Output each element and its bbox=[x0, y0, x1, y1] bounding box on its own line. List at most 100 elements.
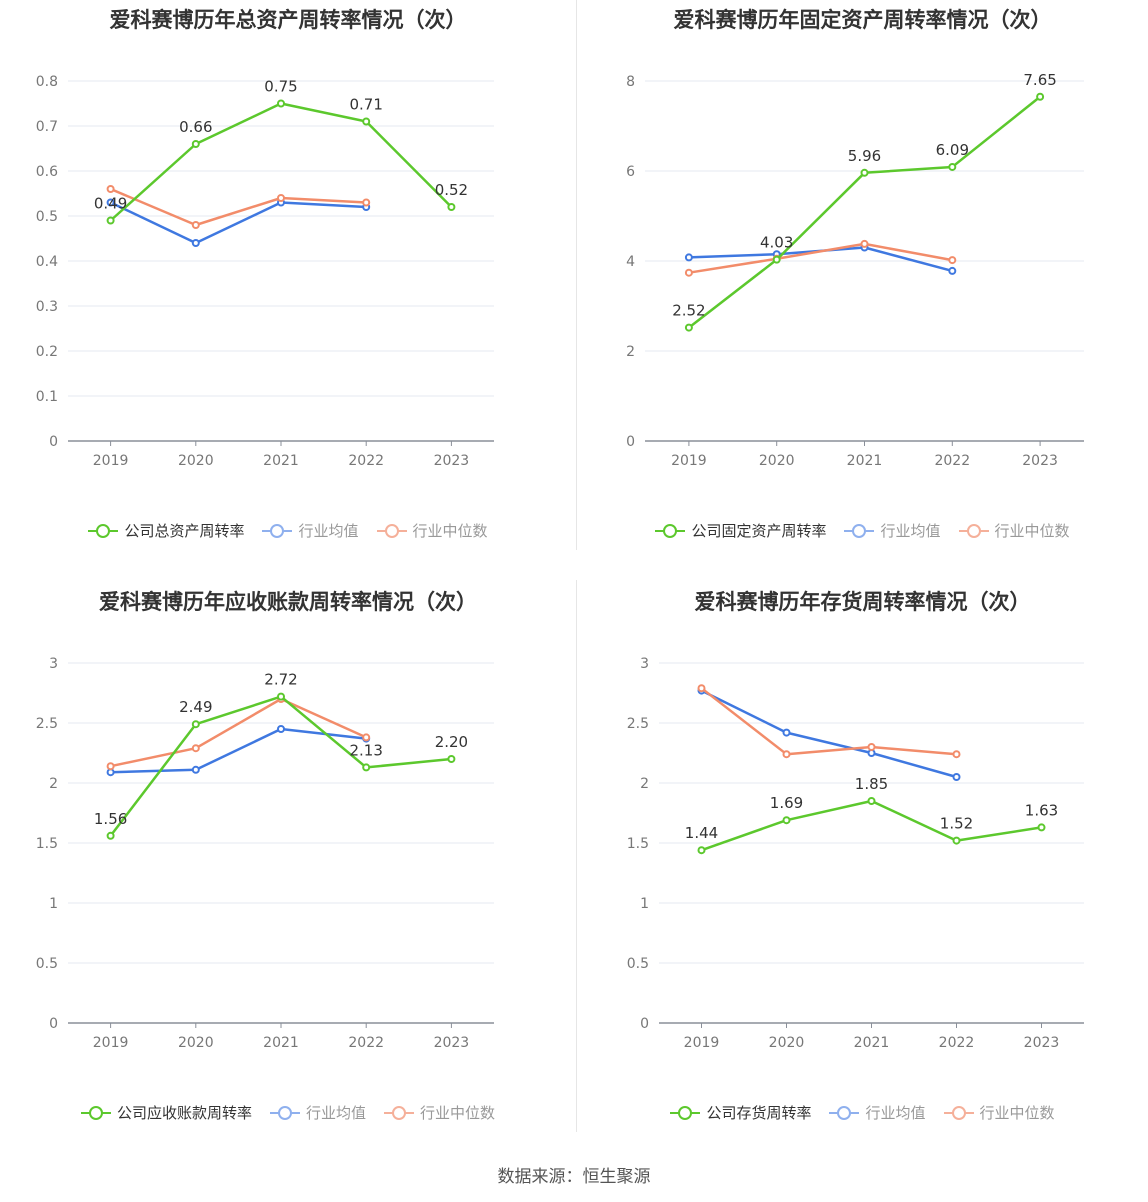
y-tick-label: 0.5 bbox=[36, 209, 58, 225]
x-tick-label: 2023 bbox=[1024, 1035, 1060, 1051]
industry-average-series-point bbox=[277, 725, 285, 733]
company-series-point bbox=[867, 797, 876, 805]
legend-item-industry-average[interactable]: 行业均值 bbox=[829, 1102, 926, 1123]
industry-median-series-point bbox=[952, 750, 961, 759]
chart-legend: 公司固定资产周转率 行业均值 行业中位数 bbox=[577, 520, 1148, 541]
x-tick-label: 2021 bbox=[854, 1035, 890, 1051]
legend-label: 公司总资产周转率 bbox=[124, 522, 245, 540]
industry-median-series-point bbox=[362, 198, 371, 207]
chart-panel-inventory-turnover: 爱科赛博历年存货周转率情况（次） 0 0.5 1 1.5 2 2.5 3 2019 2020 20… bbox=[577, 582, 1148, 1142]
data-label: 4.03 bbox=[760, 234, 793, 252]
industry-median-series-line bbox=[688, 242, 953, 274]
company-series-point bbox=[684, 323, 693, 332]
legend-label: 公司存货周转率 bbox=[706, 1104, 812, 1122]
legend-item-industry-median[interactable]: 行业中位数 bbox=[958, 520, 1070, 541]
data-label: 5.96 bbox=[848, 147, 881, 165]
industry-median-series-point bbox=[782, 750, 791, 759]
company-series-point bbox=[1036, 92, 1045, 101]
industry-median-series-point bbox=[867, 743, 876, 751]
y-tick-label: 2.5 bbox=[627, 716, 649, 732]
y-tick-label: 1.5 bbox=[36, 836, 58, 852]
legend-marker-icon bbox=[670, 1105, 701, 1120]
line-chart: 0 2 4 6 8 2019 2020 2021 2022 2023 2.52 4.03 5.96 6.0… bbox=[626, 71, 1084, 469]
company-series-point bbox=[362, 117, 371, 126]
industry-average-series-point bbox=[782, 728, 791, 737]
data-label: 1.44 bbox=[685, 824, 718, 842]
chart-legend: 公司存货周转率 行业均值 行业中位数 bbox=[577, 1102, 1148, 1123]
company-series-point bbox=[782, 816, 791, 825]
data-label: 2.52 bbox=[672, 302, 705, 320]
legend-item-company[interactable]: 公司总资产周转率 bbox=[88, 520, 244, 541]
line-chart: 0 0.1 0.2 0.3 0.4 0.5 0.6 0.7 0.8 2019 2020 2021 202… bbox=[36, 74, 494, 469]
legend-item-company[interactable]: 公司固定资产周转率 bbox=[655, 520, 826, 541]
company-series-point bbox=[948, 162, 957, 171]
x-tick-label: 2019 bbox=[671, 453, 707, 469]
legend-label: 行业均值 bbox=[880, 522, 941, 540]
x-tick-label: 2022 bbox=[348, 1035, 384, 1051]
x-tick-label: 2021 bbox=[263, 1035, 299, 1051]
industry-median-series-point bbox=[948, 256, 957, 265]
y-tick-label: 0.5 bbox=[36, 956, 58, 972]
industry-median-series-point bbox=[191, 221, 200, 229]
legend-item-industry-average[interactable]: 行业均值 bbox=[269, 1102, 366, 1123]
legend-label: 行业中位数 bbox=[412, 522, 488, 540]
industry-median-series-point bbox=[106, 762, 115, 771]
company-series-point bbox=[952, 836, 961, 845]
x-tick-label: 2021 bbox=[263, 453, 299, 469]
company-series-point bbox=[191, 140, 200, 148]
legend-marker-icon bbox=[844, 523, 875, 538]
industry-average-series-point bbox=[191, 765, 200, 774]
data-label: 2.13 bbox=[349, 741, 382, 759]
legend-item-industry-median[interactable]: 行业中位数 bbox=[376, 520, 488, 541]
legend-item-industry-average[interactable]: 行业均值 bbox=[844, 520, 941, 541]
data-label: 0.52 bbox=[435, 181, 468, 199]
company-series-point bbox=[772, 255, 781, 264]
company-series-point bbox=[362, 763, 371, 772]
industry-median-series-line bbox=[110, 697, 367, 768]
legend-label: 行业均值 bbox=[298, 522, 359, 540]
x-tick-label: 2022 bbox=[934, 453, 970, 469]
y-tick-label: 0.5 bbox=[627, 956, 649, 972]
legend-marker-icon bbox=[829, 1105, 860, 1120]
data-label: 7.65 bbox=[1023, 71, 1056, 89]
company-series-line bbox=[688, 95, 1041, 329]
x-tick-label: 2019 bbox=[93, 1035, 129, 1051]
legend-item-industry-median[interactable]: 行业中位数 bbox=[943, 1102, 1055, 1123]
x-tick-label: 2020 bbox=[178, 453, 214, 469]
legend-label: 行业均值 bbox=[865, 1104, 926, 1122]
legend-item-company[interactable]: 公司应收账款周转率 bbox=[80, 1102, 252, 1123]
data-label: 1.56 bbox=[94, 810, 127, 828]
chart-panel-total-asset-turnover: 爱科赛博历年总资产周转率情况（次） 0 0.1 0.2 0.3 0.4 0.5 0.6 0.7… bbox=[0, 0, 576, 560]
data-label: 0.66 bbox=[179, 118, 212, 136]
legend-item-industry-average[interactable]: 行业均值 bbox=[262, 520, 359, 541]
company-series-point bbox=[447, 203, 456, 211]
industry-median-series-point bbox=[860, 239, 869, 248]
x-tick-label: 2023 bbox=[1022, 453, 1058, 469]
industry-average-series-point bbox=[684, 253, 693, 262]
legend-item-industry-median[interactable]: 行业中位数 bbox=[384, 1102, 495, 1123]
industry-median-series-point bbox=[697, 684, 706, 693]
legend-item-company[interactable]: 公司存货周转率 bbox=[670, 1102, 811, 1123]
y-tick-label: 0.2 bbox=[36, 344, 58, 360]
y-tick-label: 6 bbox=[626, 164, 635, 180]
industry-average-series-line bbox=[110, 727, 367, 774]
data-label: 0.71 bbox=[349, 96, 382, 114]
company-series-point bbox=[106, 216, 115, 225]
y-tick-label: 0.1 bbox=[36, 389, 58, 405]
chart-title: 爱科赛博历年存货周转率情况（次） bbox=[694, 590, 1031, 614]
x-tick-label: 2020 bbox=[759, 453, 795, 469]
y-tick-label: 3 bbox=[640, 656, 649, 672]
legend-label: 行业均值 bbox=[305, 1104, 366, 1122]
y-tick-label: 0.7 bbox=[36, 119, 58, 135]
y-tick-label: 0.3 bbox=[36, 299, 58, 315]
legend-label: 公司应收账款周转率 bbox=[116, 1104, 252, 1122]
legend-marker-icon bbox=[269, 1105, 300, 1120]
x-tick-label: 2019 bbox=[684, 1035, 720, 1051]
data-label: 1.52 bbox=[940, 815, 973, 833]
legend-marker-icon bbox=[376, 523, 407, 538]
industry-median-series-point bbox=[362, 733, 371, 742]
y-tick-label: 1.5 bbox=[627, 836, 649, 852]
company-series-point bbox=[697, 846, 706, 855]
industry-average-series-line bbox=[110, 201, 367, 245]
industry-median-series-point bbox=[191, 744, 200, 753]
